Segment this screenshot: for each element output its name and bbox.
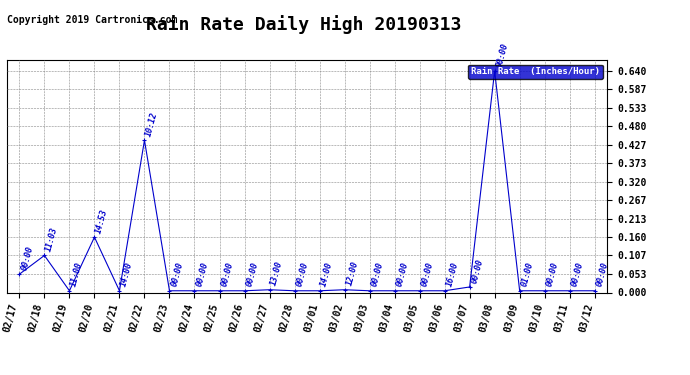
Text: 16:00: 16:00 (444, 261, 460, 288)
Text: 00:00: 00:00 (595, 261, 610, 288)
Text: 01:00: 01:00 (520, 261, 535, 288)
Text: 00:00: 00:00 (395, 261, 410, 288)
Text: 00:00: 00:00 (570, 261, 585, 288)
Text: 11:03: 11:03 (44, 226, 59, 253)
Text: 00:00: 00:00 (19, 245, 34, 272)
Text: 12:00: 12:00 (344, 261, 359, 287)
Text: 10:12: 10:12 (144, 111, 159, 138)
Text: 00:00: 00:00 (495, 42, 510, 68)
Text: Rain Rate Daily High 20190313: Rain Rate Daily High 20190313 (146, 15, 462, 34)
Text: 00:00: 00:00 (195, 261, 210, 288)
Text: 00:00: 00:00 (370, 261, 385, 288)
Text: 13:00: 13:00 (270, 261, 285, 287)
Text: 00:00: 00:00 (295, 261, 310, 288)
Text: 14:00: 14:00 (319, 261, 335, 288)
Text: 00:00: 00:00 (244, 261, 259, 288)
Text: 00:00: 00:00 (470, 258, 485, 284)
Text: 00:00: 00:00 (544, 261, 560, 288)
Text: 00:00: 00:00 (420, 261, 435, 288)
Legend: Rain Rate  (Inches/Hour): Rain Rate (Inches/Hour) (469, 64, 602, 79)
Text: 11:00: 11:00 (70, 261, 85, 288)
Text: 14:00: 14:00 (119, 261, 135, 288)
Text: 14:53: 14:53 (95, 208, 110, 234)
Text: 00:00: 00:00 (170, 261, 185, 288)
Text: 00:00: 00:00 (219, 261, 235, 288)
Text: Copyright 2019 Cartronics.com: Copyright 2019 Cartronics.com (7, 15, 177, 25)
